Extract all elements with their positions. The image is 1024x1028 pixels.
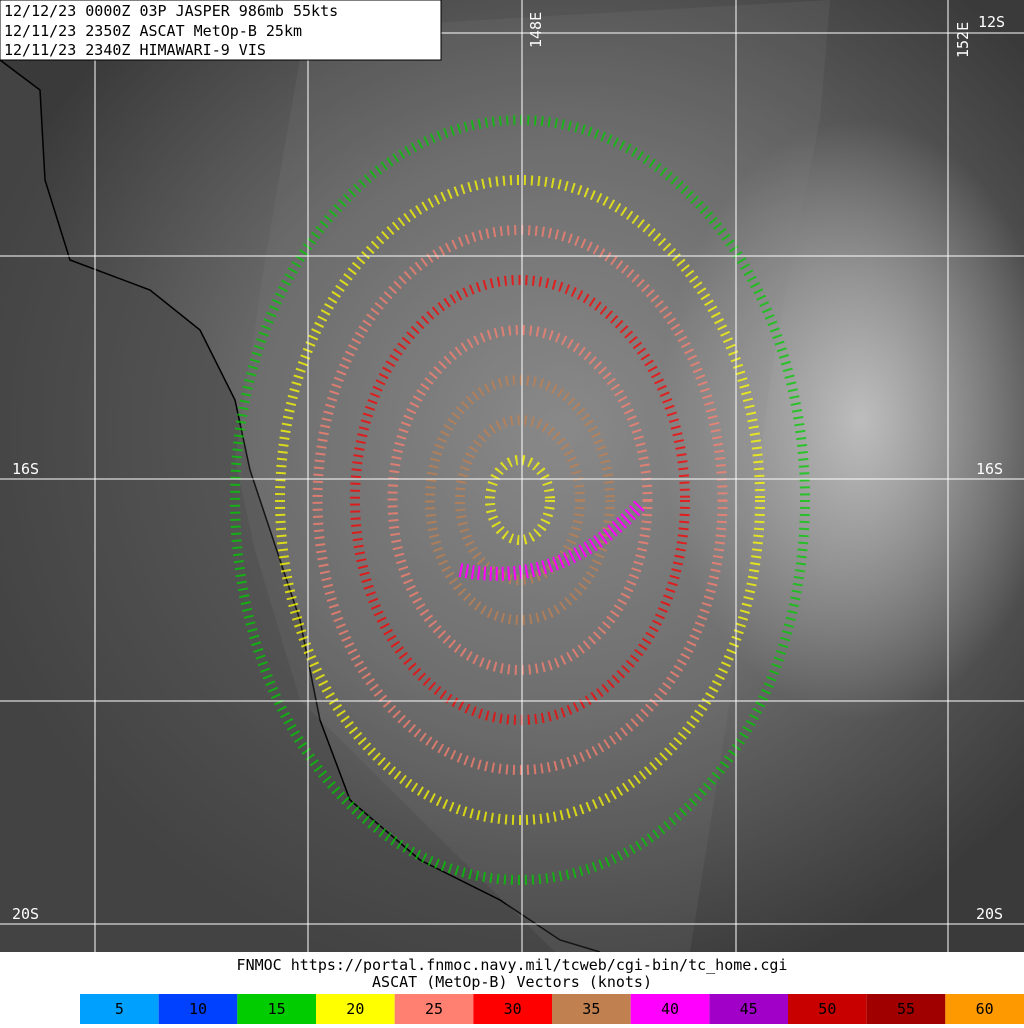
legend-label: 20 — [346, 1000, 364, 1018]
lon-label: 148E — [527, 12, 545, 48]
header-line: 12/11/23 2350Z ASCAT MetOp-B 25km — [4, 22, 302, 40]
lat-lon-grid — [0, 0, 1024, 952]
barb-ring — [425, 375, 615, 625]
legend-swatch — [709, 994, 788, 1024]
legend-swatch — [866, 994, 946, 1024]
legend-label: 25 — [425, 1000, 443, 1018]
legend-label: 40 — [661, 1000, 679, 1018]
barb-ring — [387, 325, 653, 675]
legend-swatch — [630, 994, 710, 1024]
legend-swatch — [158, 994, 238, 1024]
scatterometer-swath — [235, 0, 830, 952]
barb-ring — [230, 115, 810, 885]
lon-label: 152E — [954, 22, 972, 58]
wind-vortex — [230, 115, 810, 885]
legend-label: 15 — [268, 1000, 286, 1018]
legend-label: 55 — [897, 1000, 915, 1018]
legend-label: 5 — [115, 1000, 124, 1018]
lat-label: 16S — [12, 460, 39, 478]
header-line: 12/12/23 0000Z 03P JASPER 986mb 55kts — [4, 2, 338, 20]
legend-swatch — [552, 994, 631, 1024]
footer-caption: ASCAT (MetOp-B) Vectors (knots) — [372, 973, 652, 991]
barb-ring — [455, 415, 585, 585]
legend-swatch — [788, 994, 867, 1024]
legend-label: 10 — [189, 1000, 207, 1018]
legend: 5 10 15 20 25 30 35 40 45 50 55 60 — [80, 994, 1024, 1024]
footer-source: FNMOC https://portal.fnmoc.navy.mil/tcwe… — [237, 956, 788, 974]
coastline — [0, 59, 601, 953]
legend-label: 30 — [504, 1000, 522, 1018]
header-line: 12/11/23 2340Z HIMAWARI-9 VIS — [4, 41, 266, 59]
legend-swatch — [237, 994, 316, 1024]
lat-label: 20S — [12, 905, 39, 923]
legend-swatch — [80, 994, 159, 1024]
barb-ring — [350, 275, 690, 725]
legend-swatch — [945, 994, 1024, 1024]
barb-arc — [458, 500, 646, 581]
legend-swatch — [394, 994, 474, 1024]
lat-label: 12S — [978, 13, 1005, 31]
legend-swatch — [316, 994, 395, 1024]
lat-label: 16S — [976, 460, 1003, 478]
land — [0, 60, 600, 952]
header-box — [0, 0, 442, 61]
legend-label: 60 — [976, 1000, 994, 1018]
legend-label: 35 — [582, 1000, 600, 1018]
barb-ring — [275, 175, 765, 825]
legend-swatch — [473, 994, 552, 1024]
barb-ring — [485, 455, 555, 545]
legend-label: 50 — [818, 1000, 836, 1018]
lat-label: 20S — [976, 905, 1003, 923]
legend-label: 45 — [740, 1000, 758, 1018]
barb-ring — [312, 225, 728, 775]
